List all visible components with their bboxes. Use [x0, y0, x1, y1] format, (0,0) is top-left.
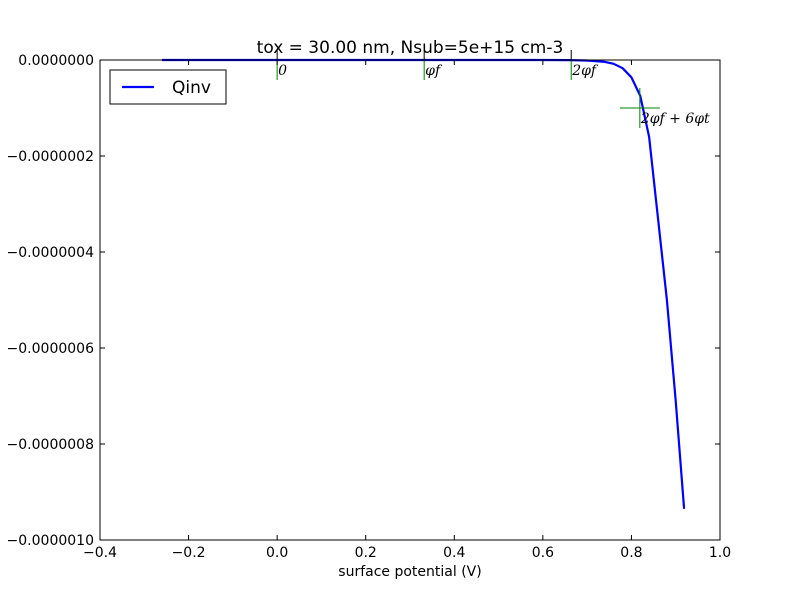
- plot-frame: [99, 59, 721, 541]
- y-tick-label: −0.0000008: [7, 437, 94, 453]
- x-tick-label: 0.4: [443, 545, 465, 561]
- plot-area: 0 φf 2φf 2φf + 6φt −0.4 −0.2 0.0 0.2 0.4 0.6 0.8 1.…: [7, 50, 731, 561]
- y-tick-label: −0.0000002: [7, 149, 94, 165]
- annotation-label: 0: [278, 63, 287, 79]
- annotation-label: 2φf: [571, 63, 599, 79]
- x-tick-label: −0.2: [172, 545, 206, 561]
- y-tick-label: 0.0000000: [18, 53, 94, 69]
- x-tick-label: 0.6: [532, 545, 554, 561]
- x-tick-label: 0.2: [355, 545, 377, 561]
- x-tick-label: −0.4: [83, 545, 117, 561]
- y-tick-label: −0.0000010: [7, 533, 94, 549]
- annotation-label: 2φf + 6φt: [640, 111, 710, 127]
- series-line-qinv: [162, 58, 686, 509]
- x-tick-label: 1.0: [709, 545, 731, 561]
- x-tick-label: 0.0: [266, 545, 288, 561]
- x-axis-label: surface potential (V): [338, 564, 481, 580]
- x-tick-label: 0.8: [620, 545, 642, 561]
- legend-label: Qinv: [172, 78, 211, 98]
- y-tick-label: −0.0000004: [7, 245, 95, 261]
- y-tick-label: −0.0000006: [7, 341, 95, 357]
- annotation-label: φf: [425, 63, 443, 79]
- chart-title: tox = 30.00 nm, Nsub=5e+15 cm-3: [257, 38, 564, 58]
